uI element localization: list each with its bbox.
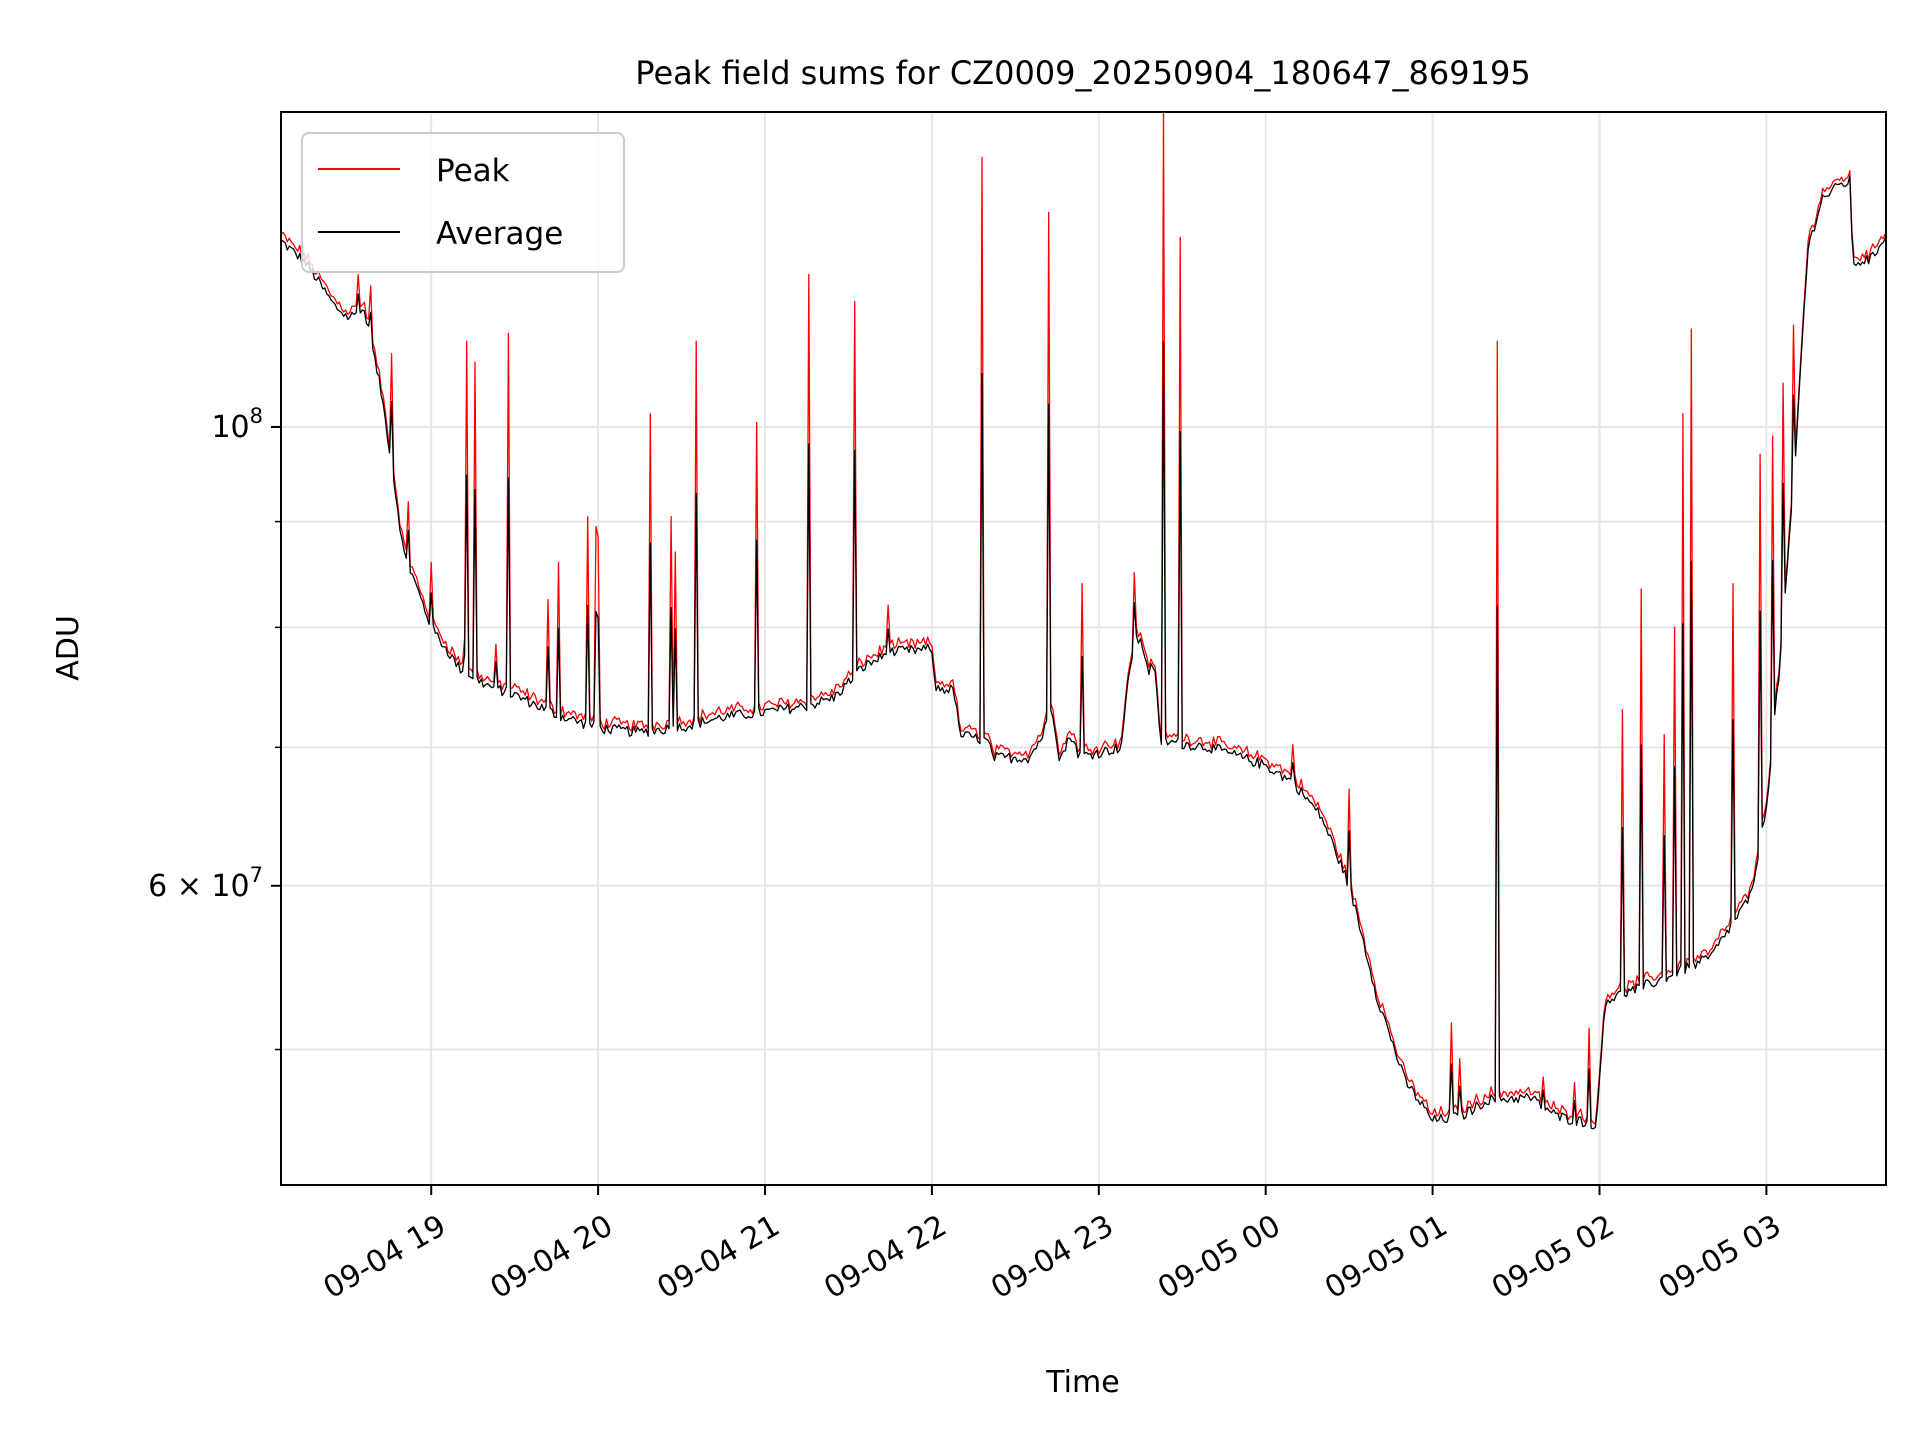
legend-box <box>301 132 625 273</box>
peak-series-line <box>280 111 1886 1125</box>
chart-title: Peak field sums for CZ0009_20250904_1806… <box>635 54 1530 92</box>
y-tick-label: 108 <box>211 404 263 445</box>
y-tick-label: 6 × 107 <box>148 863 263 904</box>
legend-peak-label: Peak <box>436 153 510 189</box>
x-axis-label: Time <box>1045 1365 1119 1400</box>
plot-frame <box>280 111 1887 1186</box>
legend: Peak Average <box>301 132 625 273</box>
legend-average-label: Average <box>436 216 563 252</box>
y-axis-label: ADU <box>51 615 86 681</box>
series-layer <box>280 111 1886 1130</box>
average-series-line <box>280 175 1886 1130</box>
